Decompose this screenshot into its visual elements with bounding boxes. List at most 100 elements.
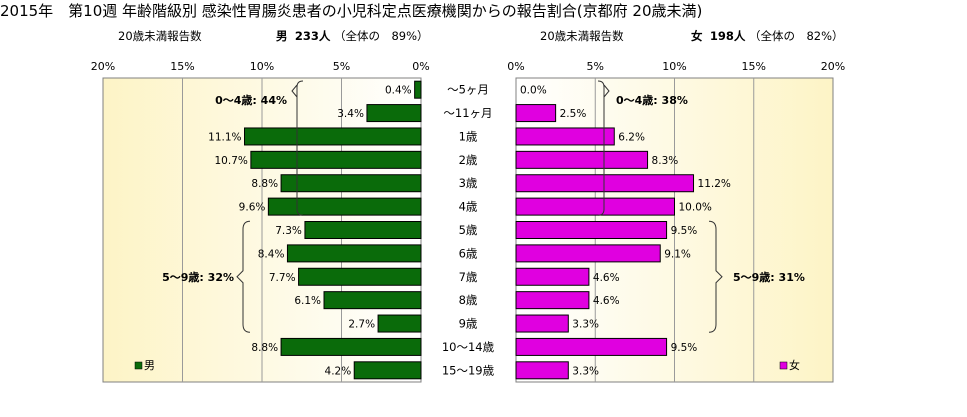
male-x-tick-label: 0% <box>412 60 429 73</box>
female-value-label: 9.5% <box>671 225 698 237</box>
female-age-group-bracket <box>597 80 605 216</box>
female-bar <box>515 244 661 263</box>
age-category-label: 1歳 <box>459 129 478 143</box>
male-age-group-bracket <box>296 80 304 216</box>
female-value-label: 11.2% <box>698 178 731 190</box>
male-bar <box>280 337 422 356</box>
male-x-tick-label: 20% <box>91 60 115 73</box>
female-bar <box>515 197 675 216</box>
male-value-label: 3.4% <box>337 108 364 120</box>
right-count: 198人 <box>709 29 746 43</box>
female-age-group-annotation: 0～4歳: 38% <box>616 93 688 107</box>
male-bar <box>298 267 422 286</box>
male-bar <box>414 80 422 99</box>
male-bracket-tip <box>291 84 298 98</box>
age-category-label: 5歳 <box>459 223 478 237</box>
female-x-tick-label: 10% <box>662 60 686 73</box>
female-x-tick-label: 15% <box>742 60 766 73</box>
left-share: （全体の 89%） <box>333 29 429 43</box>
female-x-tick-label: 20% <box>821 60 845 73</box>
male-age-group-annotation: 0～4歳: 44% <box>215 93 287 107</box>
female-value-label: 0.0% <box>520 85 547 97</box>
age-category-label: 9歳 <box>459 317 478 331</box>
male-bar <box>286 244 422 263</box>
left-total: 男 233人 （全体の 89%） <box>276 28 429 44</box>
female-legend-label: 女 <box>789 358 800 372</box>
right-total: 女 198人 （全体の 82%） <box>691 28 844 44</box>
female-bracket-tip <box>603 84 610 98</box>
female-bar <box>515 291 590 310</box>
female-value-label: 3.3% <box>572 319 599 331</box>
male-x-tick-label: 15% <box>170 60 194 73</box>
age-category-label: 15～19歳 <box>442 363 495 377</box>
male-value-label: 7.3% <box>275 225 302 237</box>
female-age-group-bracket <box>708 220 723 333</box>
left-sex-label: 男 <box>276 29 288 43</box>
male-bar <box>244 127 422 146</box>
female-legend-swatch <box>779 361 788 370</box>
female-value-label: 4.6% <box>593 295 620 307</box>
age-category-label: ～5ヶ月 <box>447 83 489 97</box>
male-value-label: 4.2% <box>325 365 352 377</box>
male-value-label: 2.7% <box>348 319 375 331</box>
male-bar <box>323 291 422 310</box>
age-category-label: 8歳 <box>459 293 478 307</box>
male-bar <box>250 150 422 169</box>
left-count: 233人 <box>294 29 331 43</box>
male-x-tick-label: 5% <box>333 60 350 73</box>
male-age-group-bracket <box>236 220 251 333</box>
right-share: （全体の 82%） <box>748 29 844 43</box>
female-bar <box>515 267 590 286</box>
male-value-label: 11.1% <box>208 131 241 143</box>
female-value-label: 9.1% <box>664 248 691 260</box>
female-bar <box>515 361 569 380</box>
male-legend-label: 男 <box>144 359 155 372</box>
age-category-label: 2歳 <box>459 153 478 167</box>
female-bar <box>515 337 668 356</box>
male-value-label: 7.7% <box>269 272 296 284</box>
female-value-label: 6.2% <box>618 131 645 143</box>
female-value-label: 9.5% <box>671 342 698 354</box>
female-value-label: 3.3% <box>572 365 599 377</box>
male-value-label: 9.6% <box>239 202 266 214</box>
female-bar <box>515 104 557 123</box>
female-bar <box>515 221 668 239</box>
female-x-tick-label: 0% <box>507 60 524 73</box>
female-bar <box>515 174 695 193</box>
female-bar <box>515 314 569 333</box>
age-category-label: 4歳 <box>459 200 478 214</box>
age-category-label: 3歳 <box>459 176 478 190</box>
age-category-label: 7歳 <box>459 270 478 284</box>
male-bar <box>280 174 422 193</box>
male-value-label: 8.8% <box>251 342 278 354</box>
male-value-label: 8.8% <box>251 178 278 190</box>
left-caption: 20歳未満報告数 <box>118 29 202 43</box>
female-x-tick-label: 5% <box>587 60 604 73</box>
female-value-label: 8.3% <box>652 155 679 167</box>
right-sex-label: 女 <box>691 29 703 43</box>
male-age-group-annotation: 5～9歳: 32% <box>162 270 234 284</box>
male-value-label: 10.7% <box>215 155 248 167</box>
male-value-label: 0.4% <box>385 85 412 97</box>
right-caption: 20歳未満報告数 <box>540 29 624 43</box>
chart-title: 2015年 第10週 年齢階級別 感染性胃腸炎患者の小児科定点医療機関からの報告… <box>0 2 703 20</box>
male-x-tick-label: 10% <box>250 60 274 73</box>
female-bar <box>515 150 649 169</box>
age-category-label: 10～14歳 <box>442 340 495 354</box>
age-category-label: 6歳 <box>459 246 478 260</box>
female-value-label: 4.6% <box>593 272 620 284</box>
age-category-label: ～11ヶ月 <box>443 106 492 120</box>
female-age-group-annotation: 5～9歳: 31% <box>733 270 805 284</box>
male-bar <box>377 314 422 333</box>
male-bar <box>304 221 422 239</box>
female-bar <box>515 127 615 146</box>
male-value-label: 8.4% <box>258 248 285 260</box>
male-bar <box>366 104 422 123</box>
female-value-label: 2.5% <box>560 108 587 120</box>
male-value-label: 6.1% <box>294 295 321 307</box>
male-legend-swatch <box>134 361 143 370</box>
male-bar <box>353 361 422 380</box>
male-bar <box>267 197 422 216</box>
